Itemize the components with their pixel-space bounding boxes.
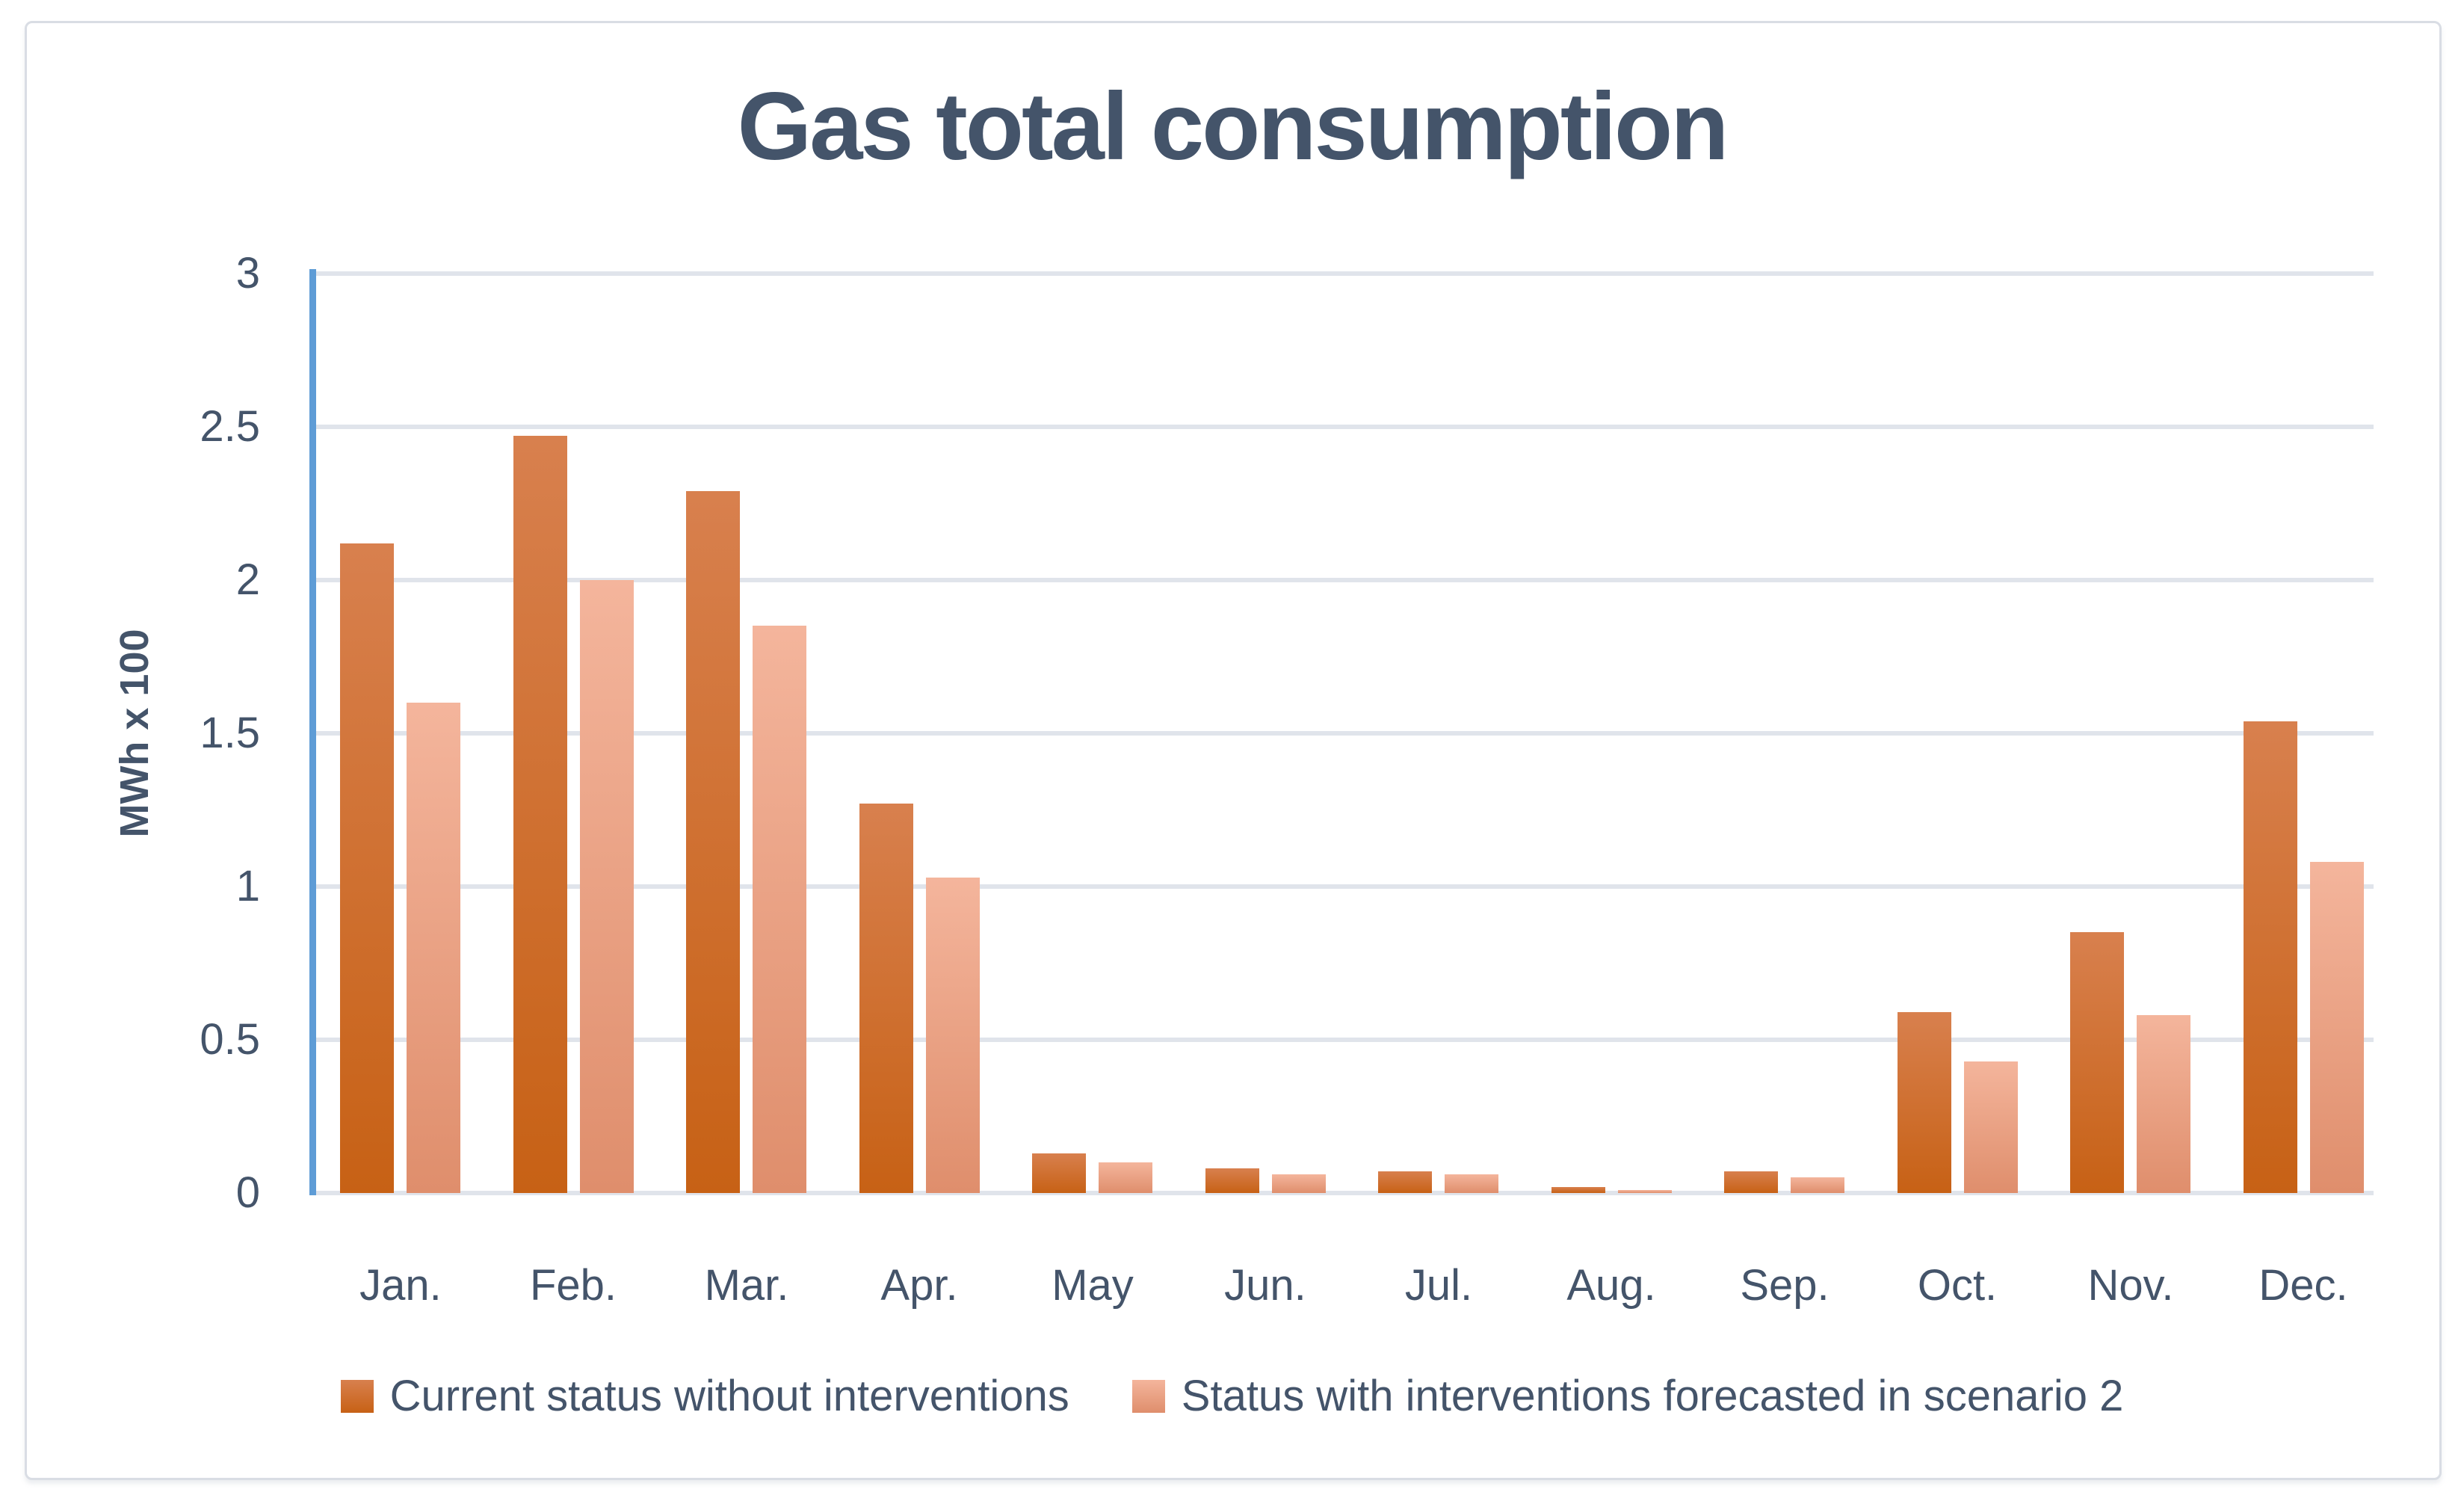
- x-axis-label-may: May: [1052, 1261, 1134, 1310]
- bar-scenario2-mar: [753, 626, 806, 1193]
- bar-scenario2-jun: [1272, 1174, 1326, 1193]
- bar-scenario2-jan: [407, 703, 460, 1193]
- bar-current-may: [1032, 1153, 1086, 1193]
- legend-swatch-scenario2: [1131, 1379, 1165, 1413]
- x-axis-label-jul: Jul.: [1404, 1261, 1473, 1310]
- x-axis-label-aug: Aug.: [1566, 1261, 1656, 1310]
- bar-current-feb: [513, 436, 567, 1193]
- bar-scenario2-apr: [926, 878, 980, 1193]
- bar-scenario2-feb: [580, 580, 634, 1193]
- gridline-y-1: [314, 884, 2374, 889]
- gridline-y-3: [314, 271, 2374, 276]
- chart-title: Gas total consumption: [737, 73, 1729, 180]
- gridline-y-0: [314, 1191, 2374, 1195]
- bar-scenario2-sep: [1791, 1177, 1844, 1193]
- x-axis-label-jan: Jan.: [359, 1261, 442, 1310]
- bar-scenario2-may: [1099, 1162, 1152, 1193]
- bar-current-apr: [859, 804, 913, 1193]
- x-axis-label-mar: Mar.: [704, 1261, 789, 1310]
- y-axis-line: [309, 269, 316, 1195]
- bar-current-mar: [686, 491, 740, 1193]
- gridline-y-1.5: [314, 731, 2374, 736]
- x-axis-label-feb: Feb.: [529, 1261, 617, 1310]
- x-axis-label-apr: Apr.: [880, 1261, 958, 1310]
- legend-swatch-current: [340, 1379, 374, 1413]
- gridline-y-2: [314, 578, 2374, 582]
- bar-scenario2-oct: [1964, 1061, 2018, 1193]
- bar-current-jun: [1205, 1168, 1259, 1193]
- x-axis-label-nov: Nov.: [2087, 1261, 2174, 1310]
- legend-entry-scenario2: Status with interventions forecasted in …: [1131, 1371, 2124, 1421]
- bar-current-jan: [340, 543, 394, 1193]
- bar-current-nov: [2070, 932, 2124, 1193]
- bar-current-aug: [1551, 1187, 1605, 1193]
- legend-entry-current: Current status without interventions: [340, 1371, 1069, 1421]
- bar-scenario2-dec: [2310, 862, 2364, 1193]
- legend: Current status without interventions Stat…: [0, 1371, 2464, 1421]
- bar-scenario2-jul: [1445, 1174, 1498, 1193]
- bar-current-jul: [1378, 1171, 1432, 1193]
- x-axis-label-dec: Dec.: [2258, 1261, 2348, 1310]
- y-tick-label: 1.5: [200, 709, 260, 757]
- bar-scenario2-aug: [1618, 1190, 1672, 1193]
- x-axis-label-oct: Oct.: [1917, 1261, 1998, 1310]
- bar-scenario2-nov: [2137, 1015, 2190, 1193]
- bar-current-oct: [1898, 1012, 1951, 1193]
- bar-current-dec: [2244, 721, 2297, 1193]
- x-axis-label-jun: Jun.: [1224, 1261, 1306, 1310]
- y-tick-label: 2.5: [200, 402, 260, 451]
- y-tick-label: 3: [235, 249, 260, 298]
- y-tick-label: 2: [235, 555, 260, 604]
- y-tick-label: 0.5: [200, 1015, 260, 1064]
- legend-label-current: Current status without interventions: [389, 1372, 1069, 1420]
- legend-label-scenario2: Status with interventions forecasted in …: [1181, 1372, 2124, 1420]
- gridline-y-2.5: [314, 425, 2374, 429]
- x-axis-label-sep: Sep.: [1740, 1261, 1830, 1310]
- y-tick-label: 1: [235, 862, 260, 910]
- y-tick-label: 0: [235, 1168, 260, 1217]
- gridline-y-0.5: [314, 1038, 2374, 1042]
- bar-current-sep: [1724, 1171, 1778, 1193]
